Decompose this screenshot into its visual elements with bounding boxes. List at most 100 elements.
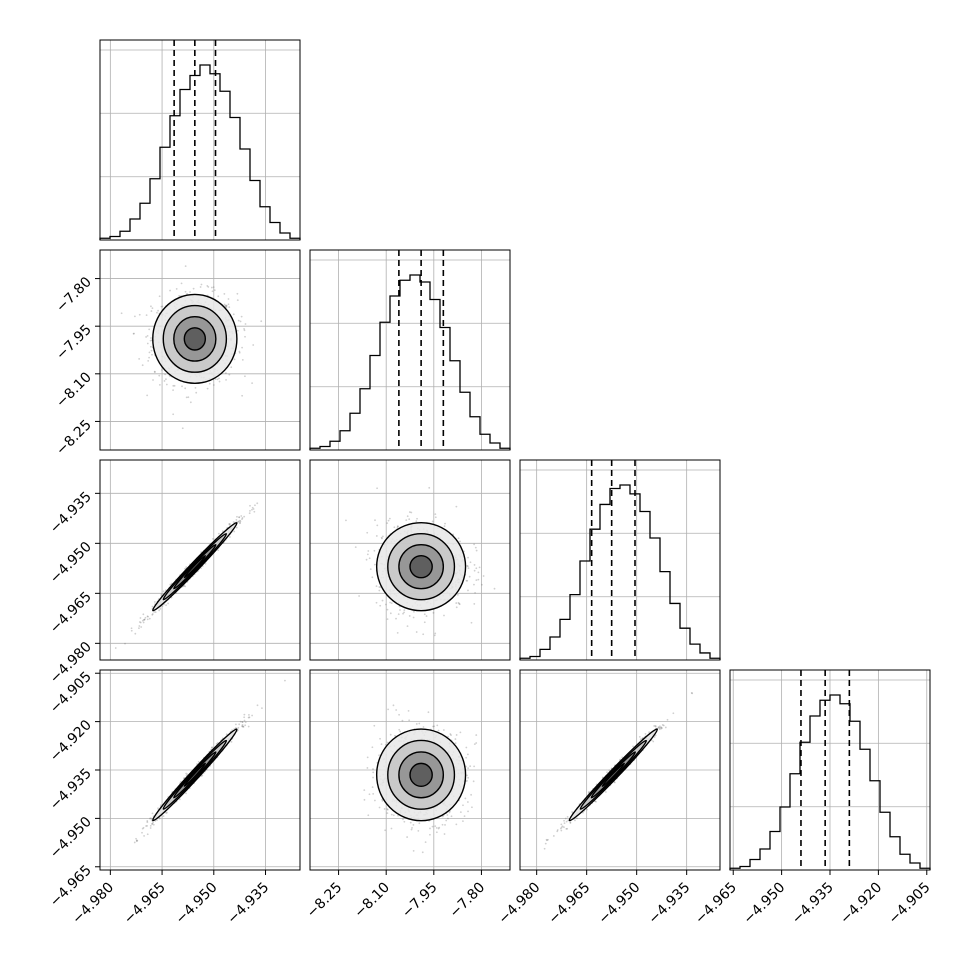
sample-point — [466, 774, 468, 777]
sample-point — [463, 815, 466, 818]
sample-point — [458, 602, 461, 605]
sample-point — [185, 566, 188, 569]
sample-point — [433, 725, 436, 728]
sample-point — [225, 304, 228, 307]
sample-point — [241, 724, 244, 726]
sample-point — [376, 487, 378, 490]
histogram-panel-0 — [99, 39, 301, 241]
sample-point — [225, 733, 228, 736]
sample-point — [410, 511, 413, 514]
sample-point — [466, 565, 469, 568]
sample-point — [395, 709, 398, 711]
sample-point — [218, 377, 220, 380]
sample-point — [386, 522, 389, 524]
panel-frame — [99, 459, 301, 661]
sample-point — [236, 329, 239, 332]
sample-point — [468, 575, 471, 578]
panel-content — [543, 692, 694, 850]
scatter-panel-0-3: −4.965−4.950−4.935−4.920−4.905−4.980 −4.9… — [47, 669, 301, 927]
sample-point — [151, 613, 154, 616]
panel-frame — [309, 249, 511, 451]
sample-point — [465, 756, 468, 759]
sample-point — [148, 351, 151, 354]
x-tick-label: −8.25 — [304, 880, 346, 922]
sample-point — [432, 611, 435, 614]
sample-point — [471, 806, 473, 809]
contour-level — [409, 554, 433, 579]
sample-point — [150, 305, 152, 308]
sample-point — [256, 704, 259, 707]
sample-point — [158, 383, 161, 386]
sample-point — [145, 314, 148, 317]
sample-point — [415, 723, 418, 725]
sample-point — [149, 339, 152, 342]
sample-point — [466, 801, 469, 803]
sample-point — [223, 303, 226, 306]
sample-point — [424, 841, 427, 844]
sample-point — [241, 358, 244, 361]
sample-point — [260, 320, 263, 323]
sample-point — [239, 521, 241, 524]
sample-point — [406, 625, 409, 628]
sample-point — [423, 613, 426, 616]
sample-point — [466, 779, 468, 782]
sample-point — [153, 371, 156, 373]
sample-point — [173, 384, 176, 387]
sample-point — [392, 814, 395, 817]
sample-point — [413, 610, 415, 613]
sample-point — [469, 765, 472, 768]
sample-point — [559, 827, 562, 830]
sample-point — [149, 345, 152, 348]
sample-point — [184, 585, 187, 588]
sample-point — [392, 704, 395, 707]
sample-point — [428, 486, 431, 489]
sample-point — [151, 353, 153, 356]
sample-point — [133, 332, 135, 335]
sample-point — [217, 532, 220, 535]
sample-point — [251, 382, 254, 385]
sample-point — [423, 621, 426, 624]
sample-point — [240, 515, 243, 517]
sample-point — [373, 563, 376, 566]
x-tick-label: −7.95 — [399, 880, 441, 922]
sample-point — [402, 818, 404, 821]
sample-point — [467, 810, 469, 813]
sample-point — [252, 508, 255, 510]
sample-point — [384, 829, 387, 832]
sample-point — [393, 526, 396, 529]
sample-point — [175, 288, 178, 290]
sample-point — [159, 804, 162, 807]
sample-point — [151, 307, 154, 310]
sample-point — [473, 543, 475, 546]
sample-point — [143, 835, 145, 837]
sample-point — [141, 827, 144, 830]
sample-point — [211, 746, 213, 749]
sample-point — [434, 513, 437, 516]
sample-point — [243, 716, 246, 719]
sample-point — [381, 537, 383, 540]
sample-point — [236, 299, 239, 302]
sample-point — [444, 522, 446, 525]
sample-point — [165, 378, 167, 381]
sample-point — [470, 621, 473, 624]
sample-point — [374, 799, 376, 802]
sample-point — [160, 369, 163, 371]
sample-point — [247, 716, 250, 719]
sample-point — [151, 823, 153, 825]
sample-point — [406, 515, 409, 518]
sample-point — [388, 517, 391, 520]
sample-point — [547, 838, 549, 841]
sample-point — [146, 342, 149, 345]
sample-point — [199, 286, 202, 288]
sample-point — [195, 391, 198, 394]
sample-point — [244, 335, 246, 338]
sample-point — [241, 517, 244, 519]
scatter-panel-1-3: −8.25 −8.10 −7.95 −7.80 — [304, 669, 511, 922]
sample-point — [372, 768, 374, 770]
sample-point — [228, 306, 231, 309]
sample-point — [595, 800, 597, 803]
sample-point — [183, 567, 186, 570]
sample-point — [454, 738, 457, 740]
sample-point — [389, 612, 392, 615]
